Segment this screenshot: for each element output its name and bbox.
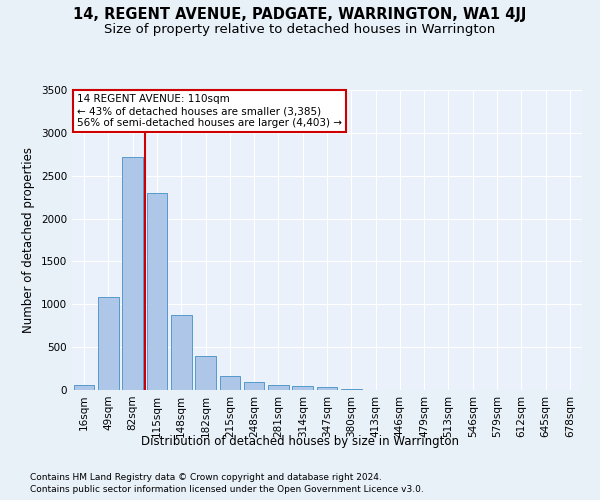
Bar: [171, 316, 191, 390]
Bar: [98, 296, 119, 390]
Bar: [122, 157, 143, 390]
Bar: [268, 385, 289, 390]
Text: Contains HM Land Registry data © Crown copyright and database right 2024.: Contains HM Land Registry data © Crown c…: [30, 472, 382, 482]
Bar: [146, 193, 167, 390]
Bar: [220, 376, 240, 390]
Text: Contains public sector information licensed under the Open Government Licence v3: Contains public sector information licen…: [30, 485, 424, 494]
Text: Distribution of detached houses by size in Warrington: Distribution of detached houses by size …: [141, 435, 459, 448]
Text: 14 REGENT AVENUE: 110sqm
← 43% of detached houses are smaller (3,385)
56% of sem: 14 REGENT AVENUE: 110sqm ← 43% of detach…: [77, 94, 342, 128]
Text: Size of property relative to detached houses in Warrington: Size of property relative to detached ho…: [104, 22, 496, 36]
Bar: [341, 388, 362, 390]
Bar: [195, 356, 216, 390]
Bar: [317, 387, 337, 390]
Bar: [292, 386, 313, 390]
Bar: [74, 386, 94, 390]
Y-axis label: Number of detached properties: Number of detached properties: [22, 147, 35, 333]
Bar: [244, 382, 265, 390]
Text: 14, REGENT AVENUE, PADGATE, WARRINGTON, WA1 4JJ: 14, REGENT AVENUE, PADGATE, WARRINGTON, …: [73, 8, 527, 22]
